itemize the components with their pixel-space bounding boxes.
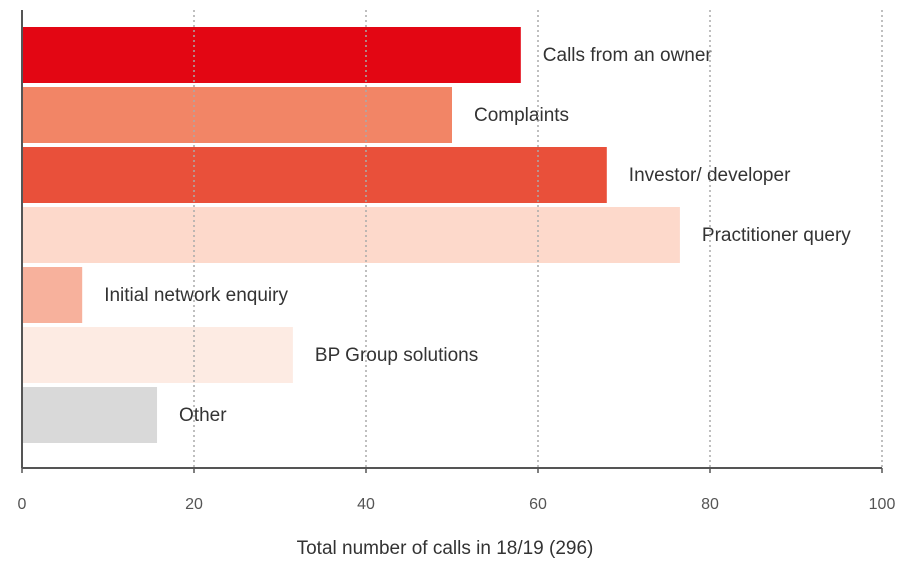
bar-label: BP Group solutions <box>315 345 478 366</box>
bar-label: Other <box>179 405 227 426</box>
x-tick-label: 40 <box>357 496 375 513</box>
bar <box>22 207 680 263</box>
bar <box>22 327 293 383</box>
bar-label: Complaints <box>474 105 569 126</box>
x-tick-label: 0 <box>18 496 27 513</box>
x-tick-label: 60 <box>529 496 547 513</box>
bar-label: Practitioner query <box>702 225 851 246</box>
bar <box>22 27 521 83</box>
x-tick-label: 20 <box>185 496 203 513</box>
bar <box>22 267 83 323</box>
bar <box>22 87 452 143</box>
x-axis-label: Total number of calls in 18/19 (296) <box>297 538 594 559</box>
bar <box>22 147 607 203</box>
bar-label: Initial network enquiry <box>104 285 288 306</box>
bar-label: Calls from an owner <box>543 45 713 66</box>
x-tick-label: 100 <box>869 496 896 513</box>
x-tick-label: 80 <box>701 496 719 513</box>
bar <box>22 387 158 443</box>
